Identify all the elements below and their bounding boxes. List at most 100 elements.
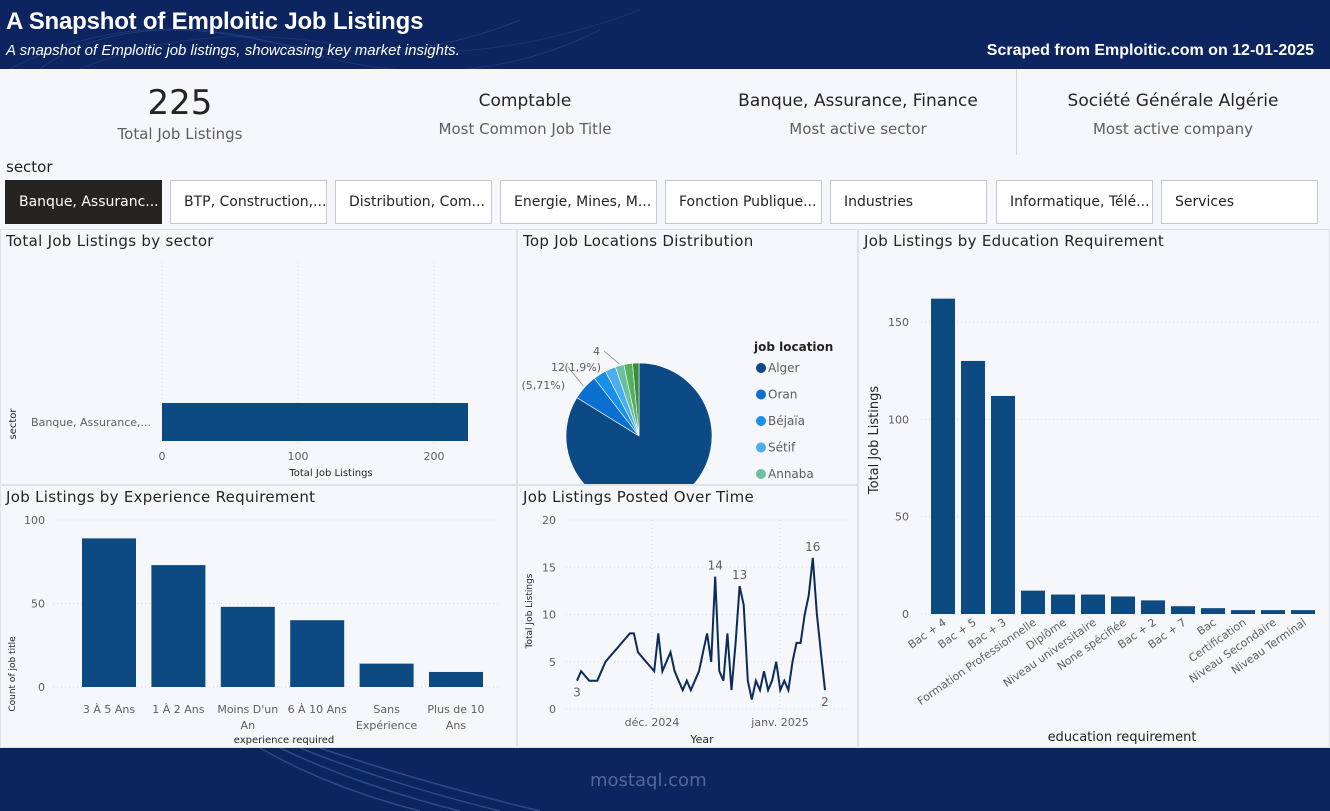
legend-title: job location bbox=[753, 340, 833, 354]
bar bbox=[1201, 608, 1225, 614]
bar bbox=[1261, 610, 1285, 614]
bar bbox=[220, 606, 275, 687]
legend-label: Oran bbox=[768, 388, 797, 402]
page-subtitle: A snapshot of Emploitic job listings, sh… bbox=[6, 42, 460, 59]
point-label: 16 bbox=[805, 540, 820, 554]
bar bbox=[1081, 594, 1105, 614]
bar bbox=[290, 620, 345, 687]
y-tick-label: 0 bbox=[902, 608, 909, 621]
x-tick-label: Plus de 10 bbox=[427, 703, 484, 716]
slicer-title: sector bbox=[6, 158, 53, 176]
x-tick-label: Sans bbox=[373, 703, 400, 716]
kpi-total-label: Total Job Listings bbox=[117, 125, 243, 143]
bar bbox=[82, 538, 136, 687]
y-axis-title: Count of job title bbox=[8, 636, 18, 712]
experience-chart-panel: Job Listings by Experience Requirement 0… bbox=[0, 485, 517, 748]
footer-decoration: mostaql.com bbox=[259, 748, 707, 811]
report-canvas: 225 Total Job Listings Comptable Most Co… bbox=[0, 69, 1330, 748]
kpi-total-listings: 225 Total Job Listings bbox=[60, 83, 300, 143]
sector-chart-title: Total Job Listings by sector bbox=[6, 232, 214, 250]
header-decoration bbox=[9, 9, 641, 69]
x-tick-label: 6 À 10 Ans bbox=[288, 703, 348, 716]
category-label: Banque, Assurance,... bbox=[31, 416, 151, 429]
y-tick-label: 0 bbox=[38, 681, 45, 694]
x-tick-label: An bbox=[241, 719, 256, 732]
sector-chart-panel: Total Job Listings by sector 0 100 200 Banq… bbox=[0, 229, 517, 485]
legend-marker bbox=[756, 416, 766, 426]
y-axis-title: sector bbox=[8, 408, 19, 440]
x-tick-label: Expérience bbox=[356, 719, 418, 732]
x-axis-title: Total Job Listings bbox=[288, 468, 372, 479]
legend-marker bbox=[756, 363, 766, 373]
kpi-common-title: Comptable Most Common Job Title bbox=[385, 91, 665, 138]
bar bbox=[1171, 606, 1195, 614]
point-label: 13 bbox=[732, 568, 747, 582]
bar bbox=[1231, 610, 1255, 614]
experience-chart-title: Job Listings by Experience Requirement bbox=[6, 488, 316, 506]
x-axis-title: experience required bbox=[234, 735, 335, 746]
pie-slice bbox=[632, 362, 640, 437]
y-axis-title: Total Job Listings bbox=[525, 573, 535, 649]
y-tick-label: 0 bbox=[549, 703, 556, 716]
slicer-option-services[interactable]: Services bbox=[1161, 180, 1318, 224]
bar bbox=[1111, 596, 1135, 614]
y-tick-label: 100 bbox=[24, 514, 45, 527]
bar bbox=[931, 298, 955, 614]
footer-bar: mostaql.com bbox=[0, 748, 1330, 811]
legend-marker bbox=[756, 389, 766, 400]
data-label: 4 bbox=[593, 345, 600, 358]
series-line bbox=[576, 557, 826, 700]
data-label-leader bbox=[603, 350, 620, 365]
legend-marker bbox=[756, 469, 766, 479]
page-title: A Snapshot of Emploitic Job Listings bbox=[6, 8, 424, 35]
point-label: 2 bbox=[821, 695, 829, 709]
bar bbox=[162, 403, 468, 441]
bar bbox=[1291, 610, 1315, 614]
y-tick-label: 50 bbox=[895, 511, 909, 524]
bar bbox=[429, 671, 483, 687]
slicer-option-energie[interactable]: Energie, Mines, M... bbox=[500, 180, 657, 224]
y-axis-title: Total Job Listings bbox=[867, 386, 882, 495]
x-tick-label: Ans bbox=[446, 719, 466, 732]
bar bbox=[359, 663, 414, 687]
kpi-divider bbox=[1016, 69, 1017, 155]
y-tick-label: 10 bbox=[542, 609, 556, 622]
x-axis-title: Year bbox=[689, 733, 714, 746]
kpi-total-value: 225 bbox=[147, 83, 213, 123]
locations-chart: 176(83,81%)12(5,71%)4(1,9%)job locationA… bbox=[521, 340, 833, 484]
point-label: 14 bbox=[708, 559, 723, 573]
bar bbox=[1051, 594, 1075, 614]
y-tick-label: 50 bbox=[31, 598, 45, 611]
watermark-text: mostaql.com bbox=[590, 770, 707, 791]
slicer-option-industries[interactable]: Industries bbox=[830, 180, 987, 224]
locations-chart-panel: Top Job Locations Distribution 176(83,81… bbox=[517, 229, 858, 485]
y-tick-label: 5 bbox=[549, 656, 556, 669]
x-axis-title: education requirement bbox=[1048, 730, 1197, 745]
kpi-common-title-value: Comptable bbox=[478, 91, 572, 111]
kpi-active-company-value: Société Générale Algérie bbox=[1067, 91, 1279, 111]
kpi-active-sector-value: Banque, Assurance, Finance bbox=[738, 91, 978, 111]
locations-chart-title: Top Job Locations Distribution bbox=[523, 232, 754, 250]
bar bbox=[961, 360, 985, 614]
x-tick-label: 0 bbox=[159, 450, 166, 463]
scraped-note: Scraped from Emploitic.com on 12-01-2025 bbox=[986, 42, 1314, 59]
data-label: 12 bbox=[551, 361, 565, 374]
slicer-option-informatique[interactable]: Informatique, Télé... bbox=[996, 180, 1153, 224]
bar bbox=[991, 395, 1015, 614]
overtime-chart-panel: Job Listings Posted Over Time 0 5 10 15 20 dé… bbox=[517, 485, 858, 748]
data-label-leader bbox=[567, 366, 584, 387]
legend-label: Béjaïa bbox=[768, 414, 805, 428]
slicer-option-fonction-publique[interactable]: Fonction Publique... bbox=[665, 180, 822, 224]
legend-marker bbox=[756, 442, 766, 453]
slicer-option-btp[interactable]: BTP, Construction,... bbox=[170, 180, 327, 224]
sector-chart: 0 100 200 Banque, Assurance,... Total Job Li… bbox=[8, 262, 468, 479]
slicer-option-banque[interactable]: Banque, Assuranc... bbox=[5, 180, 162, 224]
legend-label: Annaba bbox=[768, 467, 814, 481]
y-tick-label: 15 bbox=[542, 561, 556, 574]
overtime-chart-title: Job Listings Posted Over Time bbox=[523, 488, 755, 506]
x-tick-label: déc. 2024 bbox=[625, 716, 680, 729]
y-tick-label: 100 bbox=[888, 413, 909, 426]
slicer-option-distribution[interactable]: Distribution, Com... bbox=[335, 180, 492, 224]
kpi-active-sector-label: Most active sector bbox=[789, 120, 927, 138]
